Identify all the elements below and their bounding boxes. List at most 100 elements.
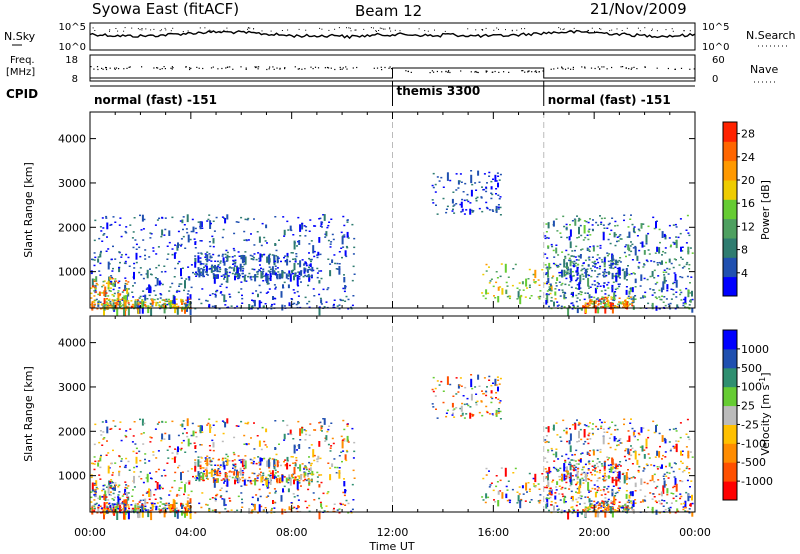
power-cell <box>141 214 144 222</box>
velocity-cell <box>293 479 295 485</box>
power-cell <box>185 228 188 230</box>
velocity-cell <box>308 434 311 436</box>
velocity-cell <box>667 507 670 510</box>
power-cell <box>440 176 443 179</box>
power-cell <box>547 278 550 284</box>
power-cell <box>232 260 235 263</box>
velocity-cell <box>571 512 574 514</box>
velocity-cell <box>167 457 170 459</box>
velocity-cell <box>672 497 675 500</box>
velocity-cell <box>110 462 113 465</box>
velocity-cell <box>347 512 350 514</box>
velocity-cell <box>224 508 227 510</box>
velocity-cell <box>241 498 243 501</box>
velocity-cell <box>187 510 190 513</box>
velocity-cell <box>688 512 691 514</box>
power-cell <box>208 253 211 255</box>
power-cell <box>182 216 185 218</box>
power-cell <box>673 258 676 260</box>
power-cell <box>546 282 548 285</box>
velocity-cell <box>310 464 312 467</box>
power-cell <box>677 306 680 309</box>
nave-point <box>405 70 407 72</box>
power-cell <box>186 296 189 304</box>
velocity-cell <box>590 500 593 502</box>
power-cell <box>200 271 202 273</box>
nave-point <box>603 66 605 68</box>
velocity-cell <box>579 503 581 505</box>
power-colorbar-segment <box>723 276 737 297</box>
power-cell <box>119 302 122 305</box>
power-cell <box>273 270 276 272</box>
power-cell <box>583 267 586 270</box>
velocity-cell <box>301 463 304 465</box>
velocity-cell <box>589 471 592 474</box>
power-cell <box>106 298 108 300</box>
velocity-cell <box>320 481 323 484</box>
power-cell <box>95 298 98 301</box>
velocity-cell <box>93 494 96 496</box>
power-cell <box>94 256 97 259</box>
power-cell <box>252 256 255 259</box>
velocity-cell <box>623 418 626 420</box>
power-cell <box>335 268 338 270</box>
power-cell <box>246 218 249 221</box>
power-cell <box>674 223 677 226</box>
power-cell <box>648 253 651 255</box>
velocity-cell <box>587 469 590 471</box>
power-cell <box>90 271 93 273</box>
velocity-cell <box>636 439 639 441</box>
velocity-cell <box>258 440 261 447</box>
power-cell <box>240 288 243 290</box>
power-cell <box>204 253 207 255</box>
power-cell <box>205 254 208 257</box>
power-cell <box>145 273 148 275</box>
velocity-cell <box>120 509 123 511</box>
power-cell <box>185 307 188 310</box>
power-cell <box>114 258 117 260</box>
power-cell <box>181 267 184 269</box>
velocity-cell <box>108 510 111 513</box>
velocity-cell <box>90 475 93 477</box>
power-cell <box>236 267 239 274</box>
power-cell <box>253 244 256 246</box>
power-cell <box>544 264 547 266</box>
power-cell <box>582 275 585 277</box>
power-cell <box>187 290 190 292</box>
velocity-cell <box>614 464 617 466</box>
power-cell <box>204 265 207 267</box>
velocity-cell <box>599 469 602 472</box>
nave-point <box>256 66 258 68</box>
power-cell <box>215 274 218 279</box>
power-cell <box>223 260 226 266</box>
velocity-cell <box>262 510 265 512</box>
velocity-cell <box>459 407 462 410</box>
velocity-cell <box>126 496 129 499</box>
velocity-cell <box>647 429 650 432</box>
cpid-segment-label: normal (fast) -151 <box>548 93 671 107</box>
power-cell <box>547 276 550 278</box>
nsearch-point <box>261 30 263 32</box>
nave-point <box>494 70 496 73</box>
velocity-cell <box>307 488 310 491</box>
power-cell <box>615 305 618 308</box>
velocity-cell <box>609 446 612 449</box>
nave-point <box>441 71 443 73</box>
velocity-cell <box>241 476 244 479</box>
velocity-cell <box>470 393 473 401</box>
velocity-cell <box>125 436 128 438</box>
velocity-cell <box>185 432 188 434</box>
power-cell <box>221 294 224 296</box>
power-cell <box>173 296 176 305</box>
velocity-cell <box>106 506 109 508</box>
velocity-cell <box>253 503 256 511</box>
power-cell <box>569 241 572 249</box>
velocity-cell <box>101 421 104 423</box>
velocity-cell <box>683 469 686 472</box>
power-cell <box>224 269 227 271</box>
velocity-cell <box>137 507 140 510</box>
velocity-cell <box>221 457 224 460</box>
power-cell <box>221 216 224 218</box>
power-cell <box>206 220 209 222</box>
power-cell <box>163 234 166 236</box>
